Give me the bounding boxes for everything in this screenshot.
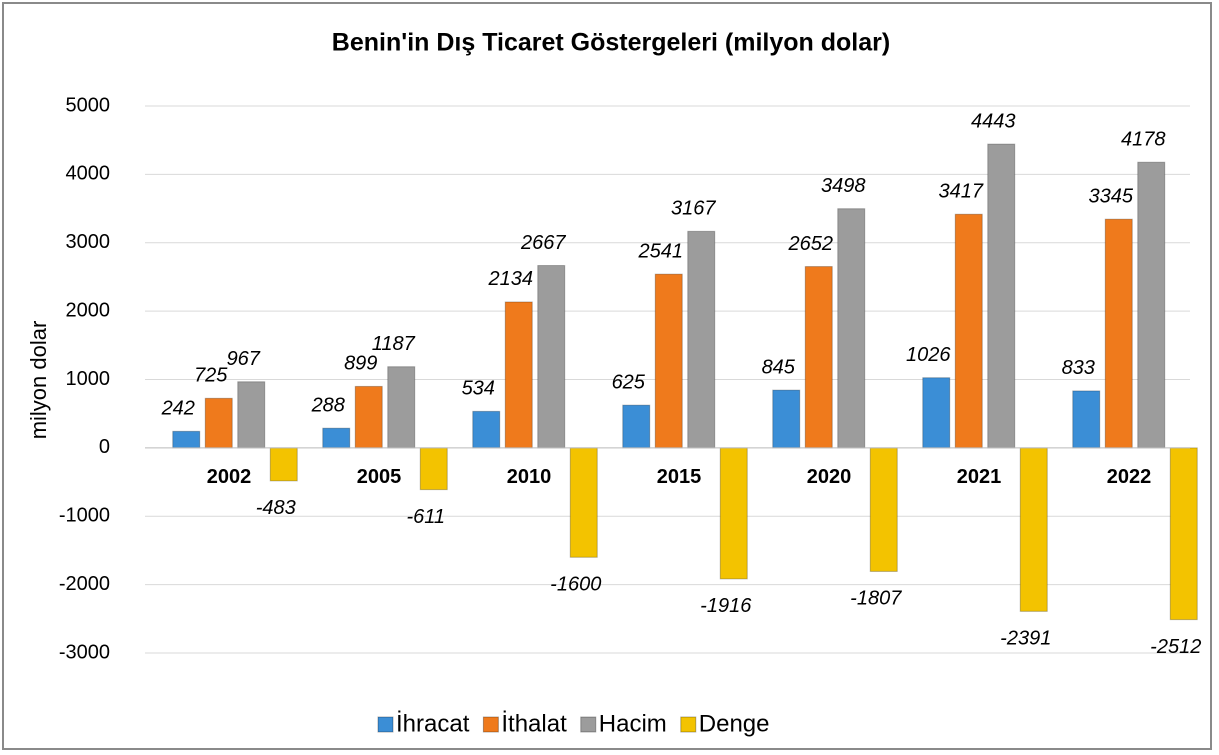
data-label: 534 — [462, 378, 495, 400]
y-tick-label: 0 — [99, 436, 110, 458]
x-tick-label: 2002 — [207, 466, 252, 488]
bar — [1104, 218, 1133, 449]
data-label: 3167 — [671, 198, 716, 220]
y-tick-label: 4000 — [66, 163, 111, 185]
bar — [1169, 447, 1198, 621]
bar — [269, 447, 298, 482]
bar — [354, 385, 383, 449]
bar — [1019, 447, 1048, 612]
data-label: 845 — [762, 356, 796, 378]
data-label: 3417 — [939, 181, 984, 203]
bar — [472, 410, 501, 449]
legend-swatch — [482, 716, 499, 733]
data-label: 242 — [161, 398, 195, 420]
bar — [622, 404, 651, 449]
data-label: 2667 — [520, 232, 566, 254]
data-label: 4178 — [1121, 128, 1166, 150]
bar — [387, 366, 416, 449]
legend-label: İhracat — [396, 710, 470, 737]
legend-label: İthalat — [501, 710, 567, 737]
x-tick-label: 2010 — [507, 466, 552, 488]
data-label: -1916 — [700, 595, 752, 617]
x-tick-label: 2021 — [957, 466, 1002, 488]
data-label: 2541 — [638, 240, 684, 262]
y-tick-label: 2000 — [66, 299, 111, 321]
y-tick-label: -1000 — [59, 505, 110, 527]
x-tick-label: 2022 — [1107, 466, 1152, 488]
data-label: -1807 — [850, 588, 902, 610]
bar — [687, 230, 716, 449]
data-label: 288 — [311, 394, 345, 416]
bar — [719, 447, 748, 580]
bar — [1072, 390, 1101, 449]
data-label: 899 — [344, 353, 377, 375]
bar — [322, 427, 351, 449]
data-label: 4443 — [971, 110, 1016, 132]
bar — [954, 213, 983, 449]
data-label: -483 — [256, 497, 296, 519]
y-axis-label: milyon dolar — [26, 321, 51, 440]
data-label: 2652 — [788, 233, 834, 255]
legend-swatch — [680, 716, 697, 733]
bar — [804, 266, 833, 449]
x-tick-label: 2015 — [657, 466, 702, 488]
data-label: -2512 — [1150, 636, 1201, 658]
data-label: 2134 — [488, 268, 534, 290]
data-label: 3498 — [821, 175, 866, 197]
legend-label: Denge — [699, 710, 770, 737]
bar — [537, 265, 566, 449]
legend-label: Hacim — [599, 710, 667, 737]
bar — [504, 301, 533, 449]
data-label: 725 — [194, 365, 228, 387]
data-label: 967 — [227, 348, 261, 370]
bar — [837, 208, 866, 449]
bar — [204, 397, 233, 449]
data-label: 1026 — [906, 344, 951, 366]
y-tick-label: 5000 — [66, 94, 111, 116]
legend-swatch — [377, 716, 394, 733]
bar — [172, 430, 201, 449]
bar — [922, 377, 951, 449]
bar — [569, 447, 598, 558]
y-tick-label: 3000 — [66, 231, 111, 253]
bar — [419, 447, 448, 491]
data-label: 1187 — [372, 333, 416, 355]
data-label: 625 — [612, 371, 646, 393]
data-label: 3345 — [1089, 185, 1134, 207]
y-tick-label: -3000 — [59, 641, 110, 663]
y-tick-label: -2000 — [59, 573, 110, 595]
data-label: 833 — [1062, 357, 1095, 379]
bar — [869, 447, 898, 572]
x-tick-label: 2005 — [357, 466, 402, 488]
data-label: -611 — [406, 506, 445, 528]
bar — [654, 273, 683, 449]
bar — [987, 143, 1016, 449]
bar — [772, 389, 801, 449]
bar — [1137, 161, 1166, 449]
x-tick-label: 2020 — [807, 466, 852, 488]
bar — [237, 381, 266, 449]
legend-swatch — [580, 716, 597, 733]
chart-title: Benin'in Dış Ticaret Göstergeleri (milyo… — [332, 29, 890, 57]
y-tick-label: 1000 — [66, 368, 111, 390]
data-label: -2391 — [1000, 628, 1051, 650]
data-label: -1600 — [550, 574, 601, 596]
